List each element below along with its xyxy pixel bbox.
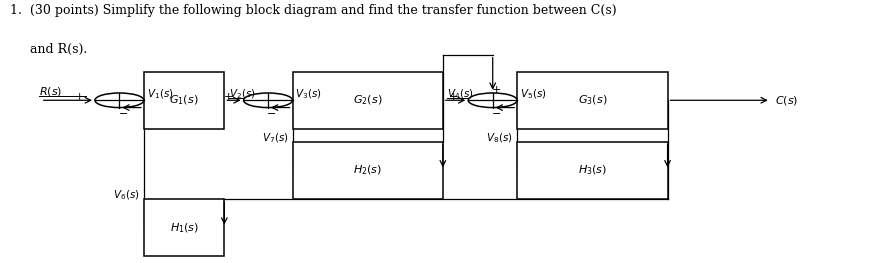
Text: $H_3(s)$: $H_3(s)$ xyxy=(578,164,607,177)
Circle shape xyxy=(95,93,144,108)
FancyBboxPatch shape xyxy=(293,72,443,129)
Text: +: + xyxy=(491,85,501,95)
Text: 1.  (30 points) Simplify the following block diagram and find the transfer funct: 1. (30 points) Simplify the following bl… xyxy=(11,4,617,17)
Text: +: + xyxy=(224,92,233,102)
Text: $G_3(s)$: $G_3(s)$ xyxy=(578,93,607,107)
Text: and R(s).: and R(s). xyxy=(11,43,88,56)
Circle shape xyxy=(244,93,293,108)
Text: $C(s)$: $C(s)$ xyxy=(775,94,798,107)
Text: $H_1(s)$: $H_1(s)$ xyxy=(169,221,199,235)
Text: $V_8(s)$: $V_8(s)$ xyxy=(486,131,513,145)
FancyBboxPatch shape xyxy=(517,142,667,199)
Text: +: + xyxy=(448,92,458,102)
Text: $V_5(s)$: $V_5(s)$ xyxy=(520,88,546,101)
Text: $V_4(s)$: $V_4(s)$ xyxy=(447,88,474,101)
Text: $V_2(s)$: $V_2(s)$ xyxy=(229,88,255,101)
Text: $V_1(s)$: $V_1(s)$ xyxy=(146,88,173,101)
Circle shape xyxy=(468,93,517,108)
FancyBboxPatch shape xyxy=(517,72,667,129)
Text: $-$: $-$ xyxy=(491,107,502,117)
FancyBboxPatch shape xyxy=(293,142,443,199)
Text: $V_6(s)$: $V_6(s)$ xyxy=(113,189,139,202)
FancyBboxPatch shape xyxy=(144,72,225,129)
Text: $G_2(s)$: $G_2(s)$ xyxy=(353,93,382,107)
Text: $V_3(s)$: $V_3(s)$ xyxy=(296,88,322,101)
Text: $G_1(s)$: $G_1(s)$ xyxy=(169,93,199,107)
Text: $V_7(s)$: $V_7(s)$ xyxy=(261,131,289,145)
Text: $-$: $-$ xyxy=(118,107,128,117)
Text: $H_2(s)$: $H_2(s)$ xyxy=(353,164,382,177)
Text: +: + xyxy=(75,92,84,102)
Text: $R(s)$: $R(s)$ xyxy=(39,85,62,98)
FancyBboxPatch shape xyxy=(144,199,225,256)
Text: $-$: $-$ xyxy=(267,107,276,117)
